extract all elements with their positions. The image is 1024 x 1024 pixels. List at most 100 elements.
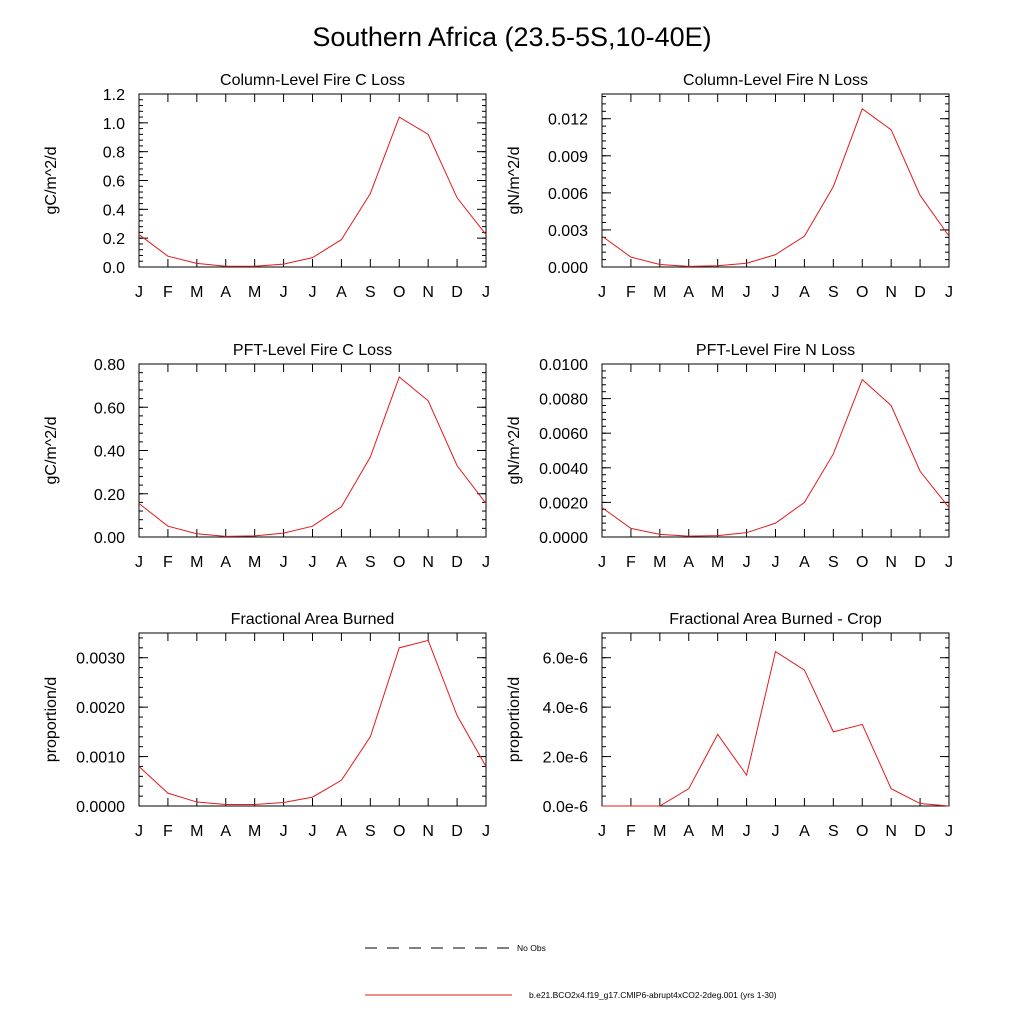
y-tick-label: 0.20 <box>94 487 125 504</box>
y-tick-label: 0.00 <box>94 530 125 547</box>
x-tick-label: J <box>135 823 143 840</box>
x-tick-label: N <box>422 284 434 301</box>
x-tick-label: J <box>135 284 143 301</box>
x-tick-label: F <box>163 284 173 301</box>
x-tick-label: S <box>828 823 839 840</box>
y-tick-label: 0.2 <box>103 231 125 248</box>
y-tick-label: 6.0e-6 <box>543 651 588 668</box>
x-tick-label: J <box>135 554 143 571</box>
y-axis-label: gN/m^2/d <box>506 417 523 485</box>
y-tick-label: 1.2 <box>103 87 125 104</box>
panel-title: Fractional Area Burned - Crop <box>669 611 882 628</box>
y-tick-label: 0.0100 <box>539 357 588 374</box>
y-tick-label: 0.006 <box>548 186 588 203</box>
x-tick-label: M <box>190 284 203 301</box>
x-tick-label: M <box>711 284 724 301</box>
y-tick-label: 0.0080 <box>539 392 588 409</box>
x-tick-label: A <box>220 823 231 840</box>
x-tick-label: M <box>653 554 666 571</box>
y-tick-label: 2.0e-6 <box>543 750 588 767</box>
x-tick-label: J <box>945 284 953 301</box>
y-tick-label: 0.000 <box>548 260 588 277</box>
y-tick-label: 0.4 <box>103 202 125 219</box>
x-tick-label: J <box>772 554 780 571</box>
x-tick-label: J <box>598 554 606 571</box>
x-tick-label: A <box>220 554 231 571</box>
legend-model-label: b.e21.BCO2x4.f19_g17.CMIP6-abrupt4xCO2-2… <box>529 990 777 1000</box>
x-tick-label: M <box>248 554 261 571</box>
y-tick-label: 0.0040 <box>539 461 588 478</box>
x-tick-label: M <box>248 284 261 301</box>
x-tick-label: S <box>828 554 839 571</box>
plot-frame <box>138 93 487 268</box>
x-tick-label: F <box>626 823 636 840</box>
x-tick-label: O <box>856 823 868 840</box>
x-tick-label: J <box>772 823 780 840</box>
y-tick-label: 0.8 <box>103 145 125 162</box>
y-tick-label: 0.0010 <box>76 750 125 767</box>
y-tick-label: 0.40 <box>94 444 125 461</box>
x-tick-label: J <box>772 284 780 301</box>
plot-frame <box>138 363 487 538</box>
y-tick-label: 4.0e-6 <box>543 700 588 717</box>
x-tick-label: D <box>451 554 463 571</box>
x-tick-label: S <box>365 823 376 840</box>
series-line <box>138 639 487 806</box>
x-tick-label: F <box>163 823 173 840</box>
y-tick-label: 0.0000 <box>539 530 588 547</box>
x-tick-label: D <box>914 823 926 840</box>
x-tick-label: O <box>393 554 405 571</box>
x-tick-label: M <box>190 554 203 571</box>
y-tick-label: 0.80 <box>94 357 125 374</box>
x-tick-label: A <box>336 554 347 571</box>
y-axis-label: gC/m^2/d <box>43 417 60 485</box>
x-tick-label: J <box>309 284 317 301</box>
plot-frame <box>601 363 950 538</box>
x-tick-label: A <box>220 284 231 301</box>
x-tick-label: J <box>743 554 751 571</box>
figure-title: Southern Africa (23.5-5S,10-40E) <box>312 22 712 52</box>
plot-frame <box>601 632 950 807</box>
y-tick-label: 0.60 <box>94 400 125 417</box>
y-tick-label: 0.0060 <box>539 426 588 443</box>
x-tick-label: F <box>626 284 636 301</box>
x-tick-label: M <box>653 284 666 301</box>
x-tick-label: M <box>711 554 724 571</box>
plot-frame <box>601 93 950 268</box>
x-tick-label: O <box>393 284 405 301</box>
x-tick-label: A <box>683 823 694 840</box>
y-axis-label: proportion/d <box>506 677 523 762</box>
x-tick-label: S <box>365 554 376 571</box>
x-tick-label: J <box>482 284 490 301</box>
x-tick-label: M <box>653 823 666 840</box>
x-tick-label: J <box>280 284 288 301</box>
x-tick-label: J <box>945 823 953 840</box>
x-tick-label: M <box>711 823 724 840</box>
x-tick-label: N <box>885 823 897 840</box>
y-tick-label: 0.009 <box>548 149 588 166</box>
x-tick-label: D <box>451 823 463 840</box>
x-tick-label: M <box>190 823 203 840</box>
panel-title: Fractional Area Burned <box>231 611 395 628</box>
series-line <box>138 116 487 267</box>
x-tick-label: N <box>422 554 434 571</box>
x-tick-label: J <box>482 554 490 571</box>
x-tick-label: J <box>743 823 751 840</box>
x-tick-label: A <box>683 284 694 301</box>
x-tick-label: J <box>598 284 606 301</box>
x-tick-label: D <box>451 284 463 301</box>
x-tick-label: J <box>280 823 288 840</box>
x-tick-label: J <box>280 554 288 571</box>
x-tick-label: D <box>914 554 926 571</box>
panel-title: Column-Level Fire N Loss <box>683 72 868 89</box>
y-axis-label: gC/m^2/d <box>43 147 60 215</box>
y-tick-label: 0.003 <box>548 223 588 240</box>
x-tick-label: O <box>856 284 868 301</box>
plot-frame <box>138 632 487 807</box>
x-tick-label: D <box>914 284 926 301</box>
y-axis-label: gN/m^2/d <box>506 147 523 215</box>
